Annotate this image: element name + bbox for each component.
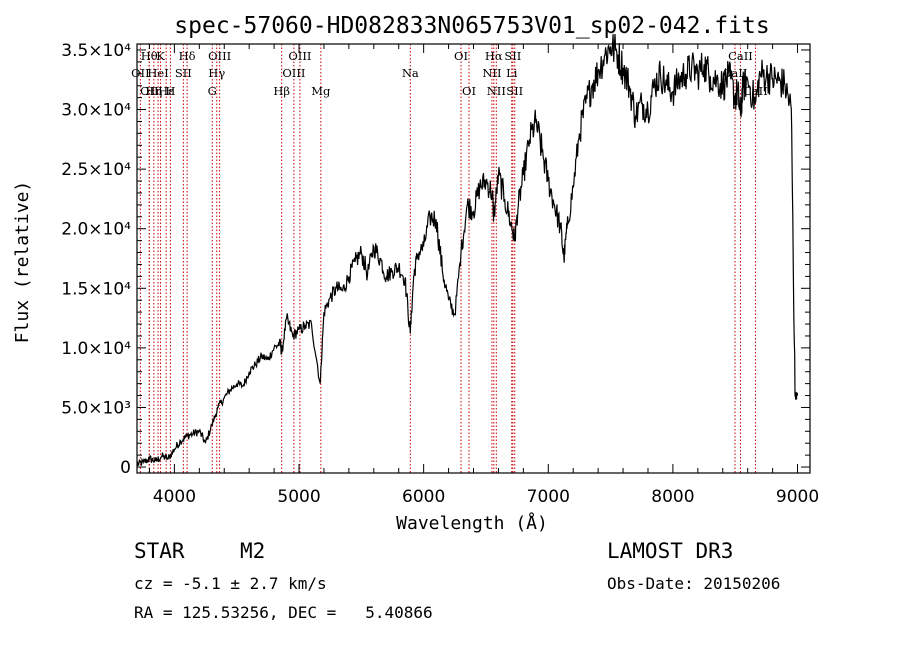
- y-axis: 0 5.0×10³ 1.0×10⁴ 1.5×10⁴ 2.0×10⁴ 2.5×10⁴ 3.0×…: [61, 41, 810, 478]
- line-label-2: OII: [140, 84, 159, 98]
- line-label-8: SII: [175, 66, 192, 80]
- line-label-5: K: [156, 49, 165, 63]
- line-label-24: SII: [504, 49, 521, 63]
- x-tick-label-2: 6000: [402, 487, 445, 507]
- coordinates: RA = 125.53256, DEC = 5.40866: [134, 603, 433, 622]
- x-tick-label-0: 4000: [153, 487, 196, 507]
- spectral-line-markers: [139, 44, 756, 473]
- object-class: STAR: [134, 539, 185, 563]
- x-axis-label: Wavelength (Å): [396, 512, 548, 534]
- x-tick-label-5: 9000: [776, 487, 819, 507]
- line-label-18: OI: [454, 49, 468, 63]
- y-tick-label-1: 5.0×10³: [61, 398, 131, 418]
- spectral-line-labels: OIIHθOIIHηHeIKHεHSIIHδGHγOIIIHβOIIIOIIIM…: [131, 49, 768, 98]
- object-subclass: M2: [240, 539, 266, 563]
- line-label-11: Hγ: [208, 66, 225, 80]
- line-label-27: CaII: [728, 49, 753, 63]
- line-label-21: Hα: [485, 49, 503, 63]
- line-label-13: Hβ: [273, 84, 290, 98]
- line-label-0: OII: [131, 66, 150, 80]
- y-tick-label-6: 3.0×10⁴: [61, 101, 131, 121]
- line-label-28: CaII: [743, 84, 768, 98]
- line-label-25: SII: [506, 84, 523, 98]
- y-tick-label-7: 3.5×10⁴: [61, 41, 131, 61]
- redshift-cz: cz = -5.1 ± 2.7 km/s: [134, 574, 327, 593]
- line-label-10: G: [208, 84, 217, 98]
- line-label-22: NII: [487, 84, 506, 98]
- plot-frame: [136, 43, 811, 474]
- line-label-23: Li: [506, 66, 518, 80]
- x-axis: 4000 5000 6000 7000 8000 9000: [148, 44, 819, 507]
- line-label-14: OIII: [282, 66, 305, 80]
- y-tick-label-3: 1.5×10⁴: [61, 279, 131, 299]
- line-label-20: NII: [482, 66, 501, 80]
- y-tick-label-4: 2.0×10⁴: [61, 220, 131, 240]
- y-axis-label: Flux (relative): [12, 181, 33, 344]
- spectrum-series-line: [136, 33, 799, 466]
- line-label-4: HeI: [147, 66, 168, 80]
- survey-name: LAMOST DR3: [607, 539, 734, 563]
- line-label-9: Hδ: [179, 49, 196, 63]
- line-label-15: OIII: [288, 49, 311, 63]
- line-label-19: OI: [462, 84, 476, 98]
- line-label-1: Hθ: [141, 49, 158, 63]
- line-label-3: Hη: [145, 84, 162, 98]
- line-label-17: Na: [402, 66, 419, 80]
- line-label-16: Mg: [311, 84, 331, 98]
- y-tick-label-0: 0: [120, 458, 131, 478]
- line-label-7: H: [165, 84, 175, 98]
- y-tick-label-5: 2.5×10⁴: [61, 160, 131, 180]
- chart-title: spec-57060-HD082833N065753V01_sp02-042.f…: [174, 13, 769, 39]
- observation-date: Obs-Date: 20150206: [607, 574, 781, 593]
- line-label-12: OIII: [208, 49, 231, 63]
- x-tick-label-3: 7000: [527, 487, 570, 507]
- line-label-6: Hε: [158, 84, 174, 98]
- y-tick-label-2: 1.0×10⁴: [61, 339, 131, 359]
- x-tick-label-4: 8000: [651, 487, 694, 507]
- x-tick-label-1: 5000: [277, 487, 320, 507]
